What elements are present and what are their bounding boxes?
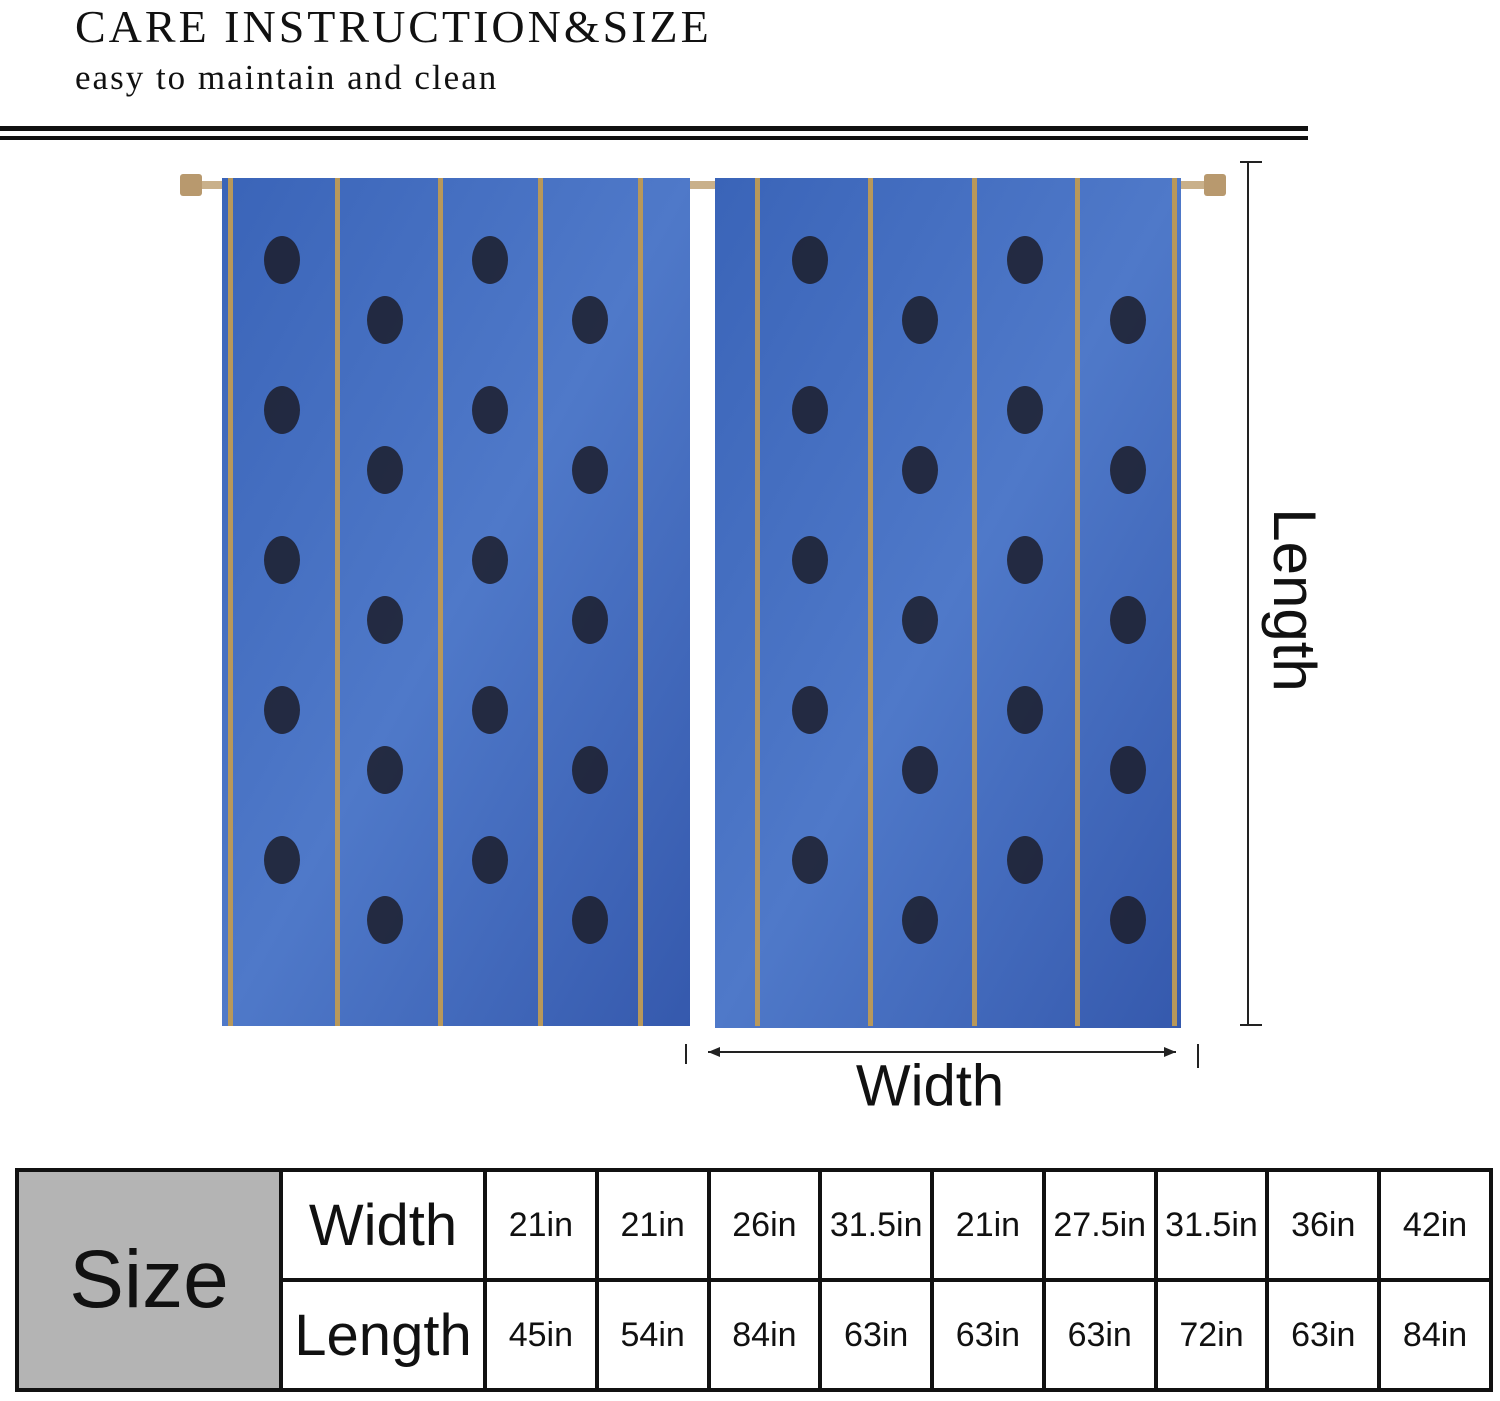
width-label: Width <box>856 1053 1004 1118</box>
size-table: Size Width 21in 21in 26in 31.5in 21in 27.5in 31.… <box>15 1168 1493 1392</box>
glyph <box>367 596 403 644</box>
size-value: 63in <box>1041 1278 1158 1392</box>
glyph <box>1007 236 1043 284</box>
size-value: 26in <box>706 1168 823 1282</box>
glyph <box>1110 446 1146 494</box>
size-value: 31.5in <box>1153 1168 1270 1282</box>
size-value: 84in <box>1377 1278 1493 1392</box>
glyph <box>1007 536 1043 584</box>
glyph <box>792 386 828 434</box>
size-value: 36in <box>1265 1168 1382 1282</box>
glyph <box>1110 746 1146 794</box>
glyph <box>1007 386 1043 434</box>
glyph <box>367 446 403 494</box>
size-value: 42in <box>1377 1168 1493 1282</box>
gold-stripe <box>972 178 977 1026</box>
glyph <box>902 446 938 494</box>
glyph <box>902 896 938 944</box>
gold-stripe <box>538 178 543 1026</box>
glyph <box>572 446 608 494</box>
curtain-right <box>715 178 1181 1028</box>
glyph <box>902 746 938 794</box>
gold-stripe <box>1075 178 1080 1026</box>
size-value: 21in <box>594 1168 711 1282</box>
glyph <box>472 536 508 584</box>
size-value: 72in <box>1153 1278 1270 1392</box>
gold-stripe <box>335 178 340 1026</box>
glyph <box>264 686 300 734</box>
glyph <box>572 896 608 944</box>
glyph <box>572 596 608 644</box>
glyph <box>472 836 508 884</box>
curtain-panels <box>222 178 1181 1028</box>
table-row: Length 45in 54in 84in 63in 63in 63in 72in 63in 84… <box>17 1278 1493 1392</box>
gold-stripe <box>638 178 643 1026</box>
glyph <box>1110 596 1146 644</box>
gold-stripe <box>228 178 233 1026</box>
glyph <box>472 236 508 284</box>
glyph <box>792 836 828 884</box>
size-value: 63in <box>930 1278 1046 1392</box>
glyph <box>472 386 508 434</box>
glyph <box>902 296 938 344</box>
gold-stripe <box>868 178 873 1026</box>
glyph <box>572 296 608 344</box>
glyph <box>572 746 608 794</box>
row-label: Width <box>279 1168 487 1282</box>
glyph <box>902 596 938 644</box>
size-label: Size <box>15 1168 283 1392</box>
size-value: 21in <box>930 1168 1046 1282</box>
glyph <box>367 296 403 344</box>
glyph <box>367 896 403 944</box>
subtitle: easy to maintain and clean <box>75 58 499 97</box>
glyph <box>264 236 300 284</box>
size-value: 54in <box>594 1278 711 1392</box>
size-value: 84in <box>706 1278 823 1392</box>
glyph <box>1110 296 1146 344</box>
size-value: 21in <box>483 1168 599 1282</box>
gold-stripe <box>1172 178 1177 1026</box>
title: CARE INSTRUCTION&SIZE <box>75 1 712 52</box>
glyph <box>472 686 508 734</box>
row-label: Length <box>279 1278 487 1392</box>
glyph <box>792 686 828 734</box>
table-row: Size Width 21in 21in 26in 31.5in 21in 27.5in 31.… <box>15 1168 1493 1392</box>
gold-stripe <box>438 178 443 1026</box>
size-value: 63in <box>1265 1278 1382 1392</box>
size-value: 63in <box>818 1278 935 1392</box>
size-value: 27.5in <box>1041 1168 1158 1282</box>
glyph <box>367 746 403 794</box>
glyph <box>264 836 300 884</box>
glyph <box>1007 836 1043 884</box>
gold-stripe <box>755 178 760 1026</box>
glyph <box>792 536 828 584</box>
size-value: 31.5in <box>818 1168 935 1282</box>
glyph <box>1007 686 1043 734</box>
length-label: Length <box>1261 508 1328 692</box>
glyph <box>1110 896 1146 944</box>
size-value: 45in <box>483 1278 599 1392</box>
glyph <box>264 536 300 584</box>
glyph <box>264 386 300 434</box>
product-illustration: Length Width <box>0 126 1328 1118</box>
curtain-left <box>222 178 690 1026</box>
glyph <box>792 236 828 284</box>
